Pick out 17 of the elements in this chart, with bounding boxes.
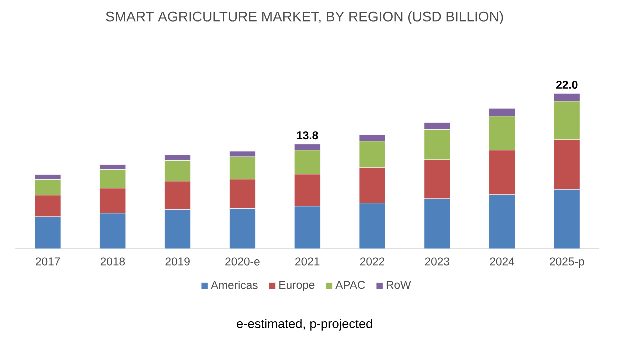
text: e-estimated, p-projected [237, 319, 372, 331]
x-tick-label: 2023 [425, 258, 450, 266]
legend-label: Americas [211, 280, 258, 290]
legend-label: RoW [386, 281, 412, 290]
x-tick-label: 2019 [166, 258, 190, 266]
chart-title: SMART AGRICULTURE MARKET, BY REGION (USD BILLION) [106, 11, 504, 25]
x-tick-label: 2017 [36, 258, 60, 266]
x-tick-label: 2020-e [226, 258, 260, 266]
legend-label: Europe [280, 281, 315, 292]
annotation: 13.8 [297, 132, 318, 140]
x-tick-label: 2018 [100, 258, 126, 266]
legend-label: APAC [336, 281, 366, 290]
x-tick-label: 2024 [490, 258, 515, 266]
x-tick-label: 2021 [296, 258, 320, 266]
x-tick-label: 2025-p [550, 258, 584, 268]
x-tick-label: 2022 [360, 258, 385, 266]
annotation: 22.0 [556, 80, 578, 89]
